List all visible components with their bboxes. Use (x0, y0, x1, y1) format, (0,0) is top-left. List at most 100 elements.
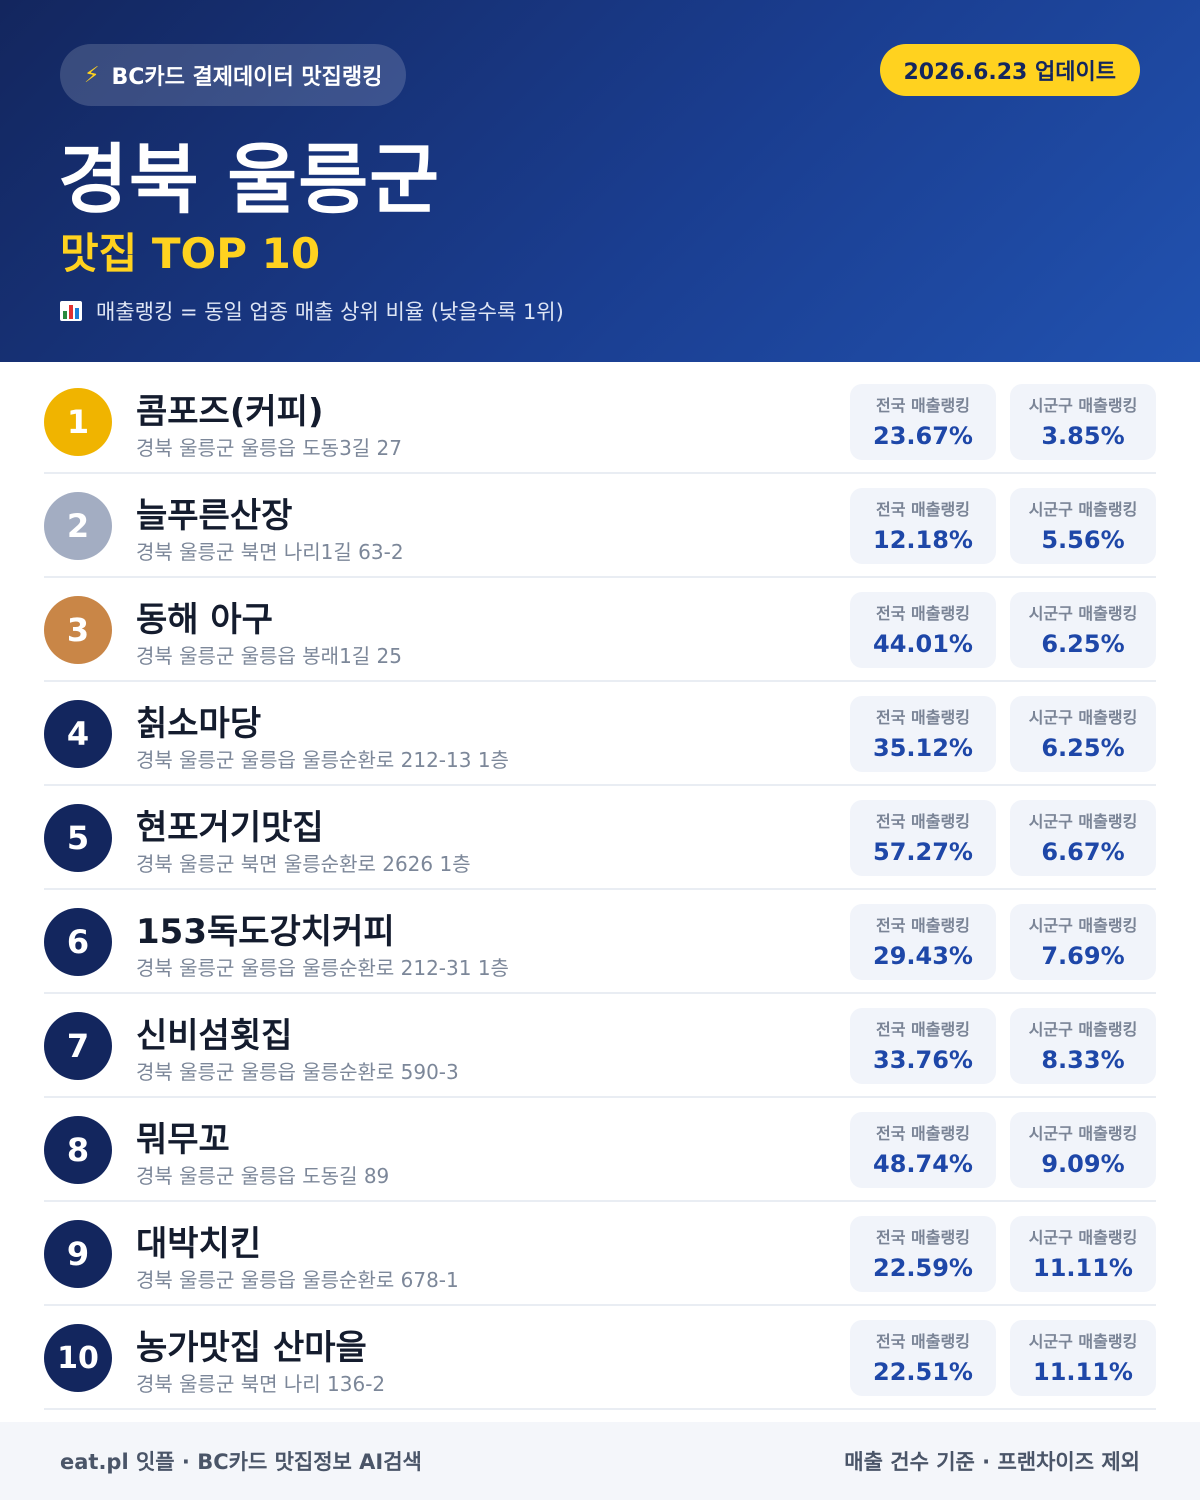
list-item[interactable]: 5 현포거기맛집 경북 울릉군 북면 울릉순환로 2626 1층 전국 매출랭킹 57.… (44, 786, 1156, 890)
national-ranking-label: 전국 매출랭킹 (876, 1228, 970, 1247)
local-ranking-value: 6.25% (1041, 630, 1125, 658)
national-ranking-value: 22.59% (873, 1254, 973, 1282)
lightning-icon: ⚡ (84, 62, 100, 88)
local-ranking-label: 시군구 매출랭킹 (1028, 604, 1138, 623)
national-ranking-label: 전국 매출랭킹 (876, 396, 970, 415)
restaurant-address: 경북 울릉군 울릉읍 울릉순환로 212-31 1층 (136, 956, 509, 980)
local-ranking-label: 시군구 매출랭킹 (1028, 708, 1138, 727)
national-ranking-box: 전국 매출랭킹 22.59% (850, 1216, 996, 1292)
national-ranking-box: 전국 매출랭킹 35.12% (850, 696, 996, 772)
restaurant-address: 경북 울릉군 울릉읍 도동3길 27 (136, 436, 403, 460)
national-ranking-label: 전국 매출랭킹 (876, 708, 970, 727)
national-ranking-value: 48.74% (873, 1150, 973, 1178)
national-ranking-label: 전국 매출랭킹 (876, 916, 970, 935)
list-item[interactable]: 2 늘푸른산장 경북 울릉군 북면 나리1길 63-2 전국 매출랭킹 12.18% 시군… (44, 474, 1156, 578)
list-item[interactable]: 10 농가맛집 산마을 경북 울릉군 북면 나리 136-2 전국 매출랭킹 22.51… (44, 1306, 1156, 1410)
local-ranking-box: 시군구 매출랭킹 11.11% (1010, 1320, 1156, 1396)
restaurant-address: 경북 울릉군 울릉읍 울릉순환로 212-13 1층 (136, 748, 509, 772)
restaurant-name[interactable]: 콤포즈(커피) (136, 392, 324, 432)
local-ranking-value: 11.11% (1033, 1254, 1133, 1282)
restaurant-name[interactable]: 뭐무꼬 (136, 1120, 230, 1160)
rank-badge: 5 (44, 804, 112, 872)
update-badge: 2026.6.23 업데이트 (879, 44, 1140, 96)
local-ranking-value: 3.85% (1041, 422, 1125, 450)
national-ranking-box: 전국 매출랭킹 33.76% (850, 1008, 996, 1084)
national-ranking-label: 전국 매출랭킹 (876, 1020, 970, 1039)
national-ranking-value: 23.67% (873, 422, 973, 450)
restaurant-name[interactable]: 현포거기맛집 (136, 808, 324, 848)
rank-badge: 4 (44, 700, 112, 768)
footer-criteria: 매출 건수 기준 · 프랜차이즈 제외 (844, 1450, 1140, 1474)
national-ranking-label: 전국 매출랭킹 (876, 500, 970, 519)
page-title: 경북 울릉군 (58, 135, 441, 224)
local-ranking-label: 시군구 매출랭킹 (1028, 916, 1138, 935)
header-banner: ⚡ BC카드 결제데이터 맛집랭킹 2026.6.23 업데이트 경북 울릉군 … (0, 0, 1200, 362)
national-ranking-value: 57.27% (873, 838, 973, 866)
national-ranking-value: 29.43% (873, 942, 973, 970)
national-ranking-value: 12.18% (873, 526, 973, 554)
restaurant-address: 경북 울릉군 울릉읍 도동길 89 (136, 1164, 390, 1188)
restaurant-name[interactable]: 농가맛집 산마을 (136, 1328, 367, 1368)
restaurant-address: 경북 울릉군 울릉읍 울릉순환로 590-3 (136, 1060, 459, 1084)
local-ranking-value: 6.67% (1041, 838, 1125, 866)
rank-badge: 3 (44, 596, 112, 664)
local-ranking-box: 시군구 매출랭킹 7.69% (1010, 904, 1156, 980)
restaurant-name[interactable]: 동해 아구 (136, 600, 273, 640)
national-ranking-label: 전국 매출랭킹 (876, 604, 970, 623)
restaurant-name[interactable]: 칡소마당 (136, 704, 262, 744)
national-ranking-value: 33.76% (873, 1046, 973, 1074)
national-ranking-value: 22.51% (873, 1358, 973, 1386)
restaurant-name[interactable]: 대박치킨 (136, 1224, 262, 1264)
local-ranking-value: 8.33% (1041, 1046, 1125, 1074)
footer-source: eat.pl 잇플 · BC카드 맛집정보 AI검색 (60, 1450, 422, 1474)
national-ranking-box: 전국 매출랭킹 29.43% (850, 904, 996, 980)
ranking-note: 매출랭킹 = 동일 업종 매출 상위 비율 (낮을수록 1위) (60, 296, 564, 326)
list-item[interactable]: 1 콤포즈(커피) 경북 울릉군 울릉읍 도동3길 27 전국 매출랭킹 23.67% 시… (44, 370, 1156, 474)
restaurant-address: 경북 울릉군 울릉읍 울릉순환로 678-1 (136, 1268, 459, 1292)
local-ranking-box: 시군구 매출랭킹 9.09% (1010, 1112, 1156, 1188)
local-ranking-value: 9.09% (1041, 1150, 1125, 1178)
rank-badge: 9 (44, 1220, 112, 1288)
local-ranking-box: 시군구 매출랭킹 3.85% (1010, 384, 1156, 460)
local-ranking-label: 시군구 매출랭킹 (1028, 1332, 1138, 1351)
brand-pill: ⚡ BC카드 결제데이터 맛집랭킹 (60, 44, 407, 106)
local-ranking-box: 시군구 매출랭킹 6.67% (1010, 800, 1156, 876)
local-ranking-value: 5.56% (1041, 526, 1125, 554)
national-ranking-box: 전국 매출랭킹 22.51% (850, 1320, 996, 1396)
local-ranking-box: 시군구 매출랭킹 8.33% (1010, 1008, 1156, 1084)
rank-badge: 7 (44, 1012, 112, 1080)
national-ranking-box: 전국 매출랭킹 44.01% (850, 592, 996, 668)
local-ranking-value: 7.69% (1041, 942, 1125, 970)
local-ranking-label: 시군구 매출랭킹 (1028, 500, 1138, 519)
local-ranking-label: 시군구 매출랭킹 (1028, 396, 1138, 415)
rank-badge: 1 (44, 388, 112, 456)
local-ranking-value: 11.11% (1033, 1358, 1133, 1386)
local-ranking-label: 시군구 매출랭킹 (1028, 1020, 1138, 1039)
local-ranking-box: 시군구 매출랭킹 5.56% (1010, 488, 1156, 564)
list-item[interactable]: 8 뭐무꼬 경북 울릉군 울릉읍 도동길 89 전국 매출랭킹 48.74% 시군구 매출… (44, 1098, 1156, 1202)
list-item[interactable]: 6 153독도강치커피 경북 울릉군 울릉읍 울릉순환로 212-31 1층 전국 매… (44, 890, 1156, 994)
national-ranking-box: 전국 매출랭킹 48.74% (850, 1112, 996, 1188)
restaurant-name[interactable]: 늘푸른산장 (136, 496, 293, 536)
national-ranking-box: 전국 매출랭킹 57.27% (850, 800, 996, 876)
rank-badge: 10 (44, 1324, 112, 1392)
national-ranking-value: 44.01% (873, 630, 973, 658)
restaurant-name[interactable]: 신비섬횟집 (136, 1016, 293, 1056)
local-ranking-value: 6.25% (1041, 734, 1125, 762)
national-ranking-box: 전국 매출랭킹 12.18% (850, 488, 996, 564)
restaurant-address: 경북 울릉군 북면 나리1길 63-2 (136, 540, 404, 564)
local-ranking-box: 시군구 매출랭킹 11.11% (1010, 1216, 1156, 1292)
restaurant-address: 경북 울릉군 울릉읍 봉래1길 25 (136, 644, 403, 668)
restaurant-name[interactable]: 153독도강치커피 (136, 912, 395, 952)
local-ranking-label: 시군구 매출랭킹 (1028, 1228, 1138, 1247)
local-ranking-label: 시군구 매출랭킹 (1028, 812, 1138, 831)
bar-chart-icon (60, 301, 82, 321)
national-ranking-box: 전국 매출랭킹 23.67% (850, 384, 996, 460)
page-subtitle: 맛집 TOP 10 (60, 229, 321, 278)
footer: eat.pl 잇플 · BC카드 맛집정보 AI검색 매출 건수 기준 · 프랜… (0, 1422, 1200, 1500)
national-ranking-label: 전국 매출랭킹 (876, 1332, 970, 1351)
